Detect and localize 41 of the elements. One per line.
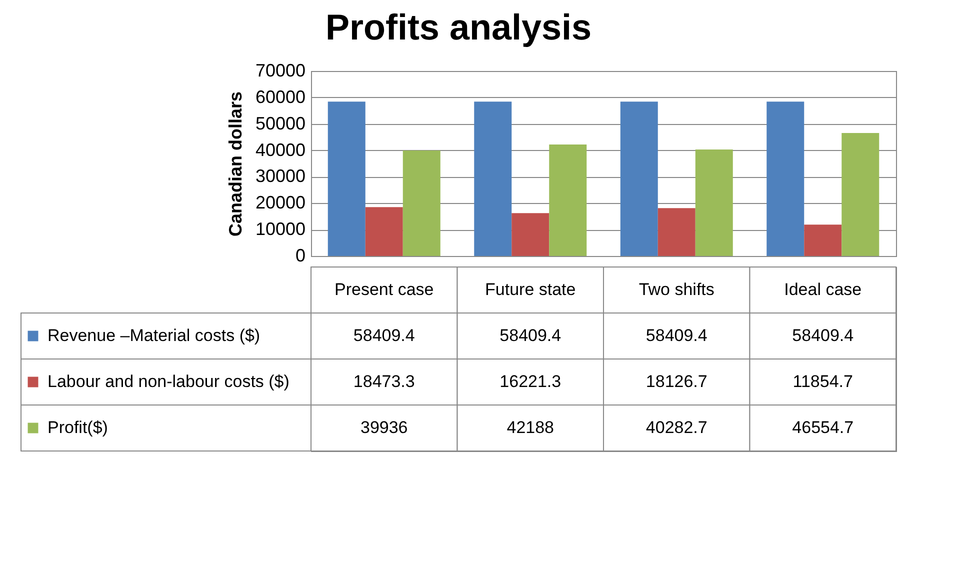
bar bbox=[402, 150, 440, 256]
y-tick-label: 20000 bbox=[255, 192, 306, 213]
data-label: 40282.7 bbox=[646, 418, 708, 437]
y-tick-label: 70000 bbox=[255, 60, 306, 80]
y-tick-label: 40000 bbox=[255, 140, 306, 160]
y-axis-title: Canadian dollars bbox=[225, 91, 246, 237]
x-tick-label: Present case bbox=[334, 280, 434, 299]
data-label: 42188 bbox=[506, 418, 554, 437]
data-label: 58409.4 bbox=[353, 326, 415, 345]
y-tick-label: 10000 bbox=[255, 219, 306, 240]
data-label: 18126.7 bbox=[646, 372, 708, 391]
bar bbox=[512, 213, 550, 256]
x-tick-label: Ideal case bbox=[784, 280, 862, 299]
data-label: 58409.4 bbox=[646, 326, 708, 345]
bar bbox=[365, 207, 403, 256]
bar bbox=[328, 102, 366, 256]
bar bbox=[842, 132, 880, 256]
bar bbox=[804, 224, 842, 256]
bar bbox=[620, 102, 658, 256]
bar bbox=[549, 144, 587, 256]
legend-label: Labour and non-labour costs ($) bbox=[48, 372, 290, 391]
bar bbox=[474, 102, 512, 256]
y-tick-label: 50000 bbox=[255, 113, 306, 134]
data-label: 16221.3 bbox=[500, 372, 562, 391]
data-label: 39936 bbox=[360, 418, 408, 437]
data-label: 46554.7 bbox=[792, 418, 854, 437]
data-label: 11854.7 bbox=[792, 372, 853, 391]
bar bbox=[766, 102, 804, 256]
bar bbox=[658, 208, 696, 256]
bar bbox=[695, 150, 733, 256]
data-label: 58409.4 bbox=[792, 326, 854, 345]
legend-label: Revenue –Material costs ($) bbox=[48, 326, 260, 345]
y-tick-label: 60000 bbox=[255, 86, 306, 107]
x-tick-label: Future state bbox=[485, 280, 576, 299]
x-tick-label: Two shifts bbox=[638, 280, 714, 299]
data-label: 58409.4 bbox=[500, 326, 562, 345]
y-tick-label: 0 bbox=[295, 246, 306, 266]
chart-title: Profits analysis bbox=[325, 6, 592, 48]
data-label: 18473.3 bbox=[353, 372, 415, 391]
y-tick-label: 30000 bbox=[255, 166, 306, 186]
legend-label: Profit($) bbox=[48, 418, 108, 437]
